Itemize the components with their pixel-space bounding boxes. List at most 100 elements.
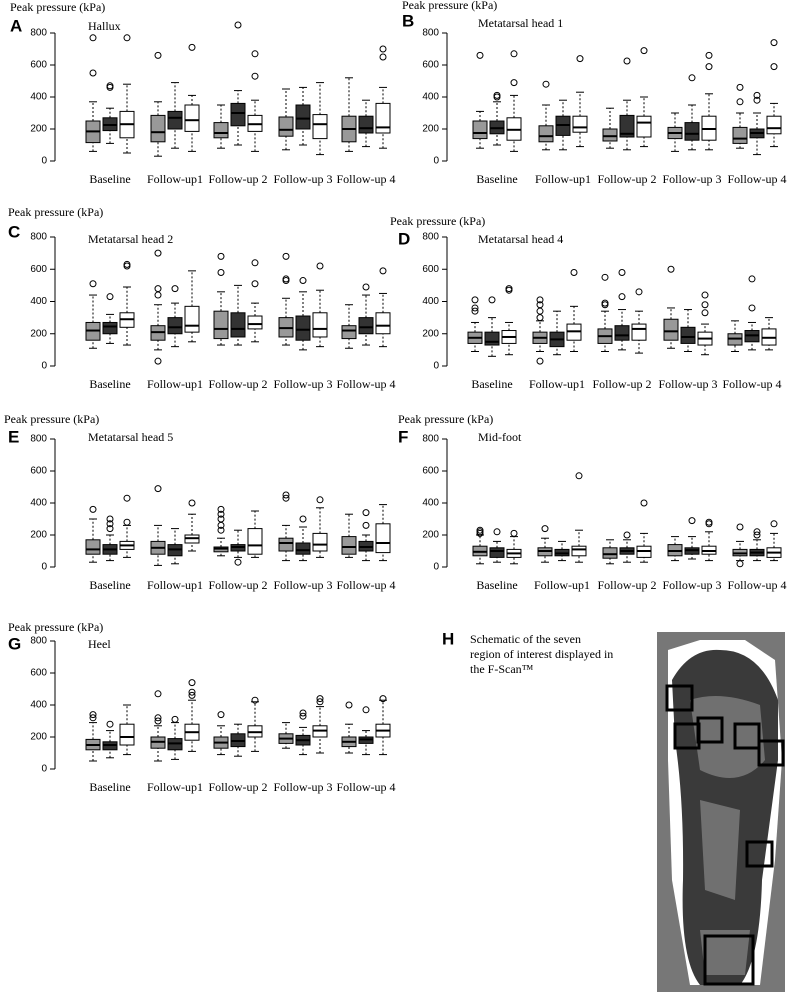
box <box>102 321 118 335</box>
y-tick-label: 600 <box>30 668 47 679</box>
outlier <box>701 301 709 309</box>
x-tick-label: Follow-up 2 <box>592 377 651 391</box>
x-tick-label: Baseline <box>89 377 130 391</box>
outlier <box>123 494 131 502</box>
y-tick-label: 800 <box>30 434 47 445</box>
outlier <box>299 709 307 717</box>
outlier <box>282 252 290 260</box>
outlier <box>736 523 744 531</box>
x-tick-label: Follow-up1 <box>535 172 591 186</box>
x-tick-label: Follow-up 4 <box>336 780 395 794</box>
panel-title: Metatarsal head 4 <box>478 232 563 246</box>
x-tick-label: Follow-up 2 <box>597 578 656 592</box>
y-tick-label: 400 <box>30 700 47 711</box>
box <box>184 104 200 132</box>
y-axis-label: Peak pressure (kPa) <box>398 412 493 426</box>
outlier <box>154 717 162 725</box>
x-tick-label: Follow-up 3 <box>273 377 332 391</box>
y-tick-label: 800 <box>422 434 439 445</box>
y-axis-label: Peak pressure (kPa) <box>8 205 103 219</box>
outlier <box>575 472 583 480</box>
box <box>602 128 618 142</box>
outlier <box>748 275 756 283</box>
y-tick-label: 600 <box>422 466 439 477</box>
outlier <box>154 51 162 59</box>
x-tick-label: Follow-up 4 <box>336 377 395 391</box>
outlier <box>362 521 370 529</box>
box <box>341 536 357 555</box>
x-tick-label: Follow-up 2 <box>208 578 267 592</box>
outlier <box>705 63 713 71</box>
box <box>484 331 500 346</box>
box <box>213 310 229 340</box>
box <box>732 126 748 144</box>
panel-title: Metatarsal head 2 <box>88 232 173 246</box>
outlier <box>570 268 578 276</box>
outlier <box>542 80 550 88</box>
box <box>631 323 647 341</box>
outlier <box>299 277 307 285</box>
x-tick-label: Follow-up 2 <box>208 172 267 186</box>
outlier <box>510 79 518 87</box>
y-axis-label: Peak pressure (kPa) <box>8 620 103 634</box>
outlier <box>251 72 259 80</box>
outlier <box>362 509 370 517</box>
outlier <box>217 252 225 260</box>
x-tick-label: Follow-up 3 <box>658 377 717 391</box>
outlier <box>736 98 744 106</box>
box <box>619 114 635 138</box>
outlier <box>89 505 97 513</box>
y-tick-label: 400 <box>422 498 439 509</box>
box <box>167 110 183 130</box>
outlier <box>217 510 225 518</box>
outlier <box>640 47 648 55</box>
y-tick-label: 400 <box>422 92 439 103</box>
outlier <box>770 63 778 71</box>
box <box>230 312 246 338</box>
box <box>278 537 294 552</box>
y-tick-label: 0 <box>41 361 47 372</box>
panel-label: A <box>10 16 22 35</box>
box <box>766 115 782 135</box>
y-axis-label: Peak pressure (kPa) <box>402 0 497 12</box>
outlier <box>234 558 242 566</box>
x-tick-label: Baseline <box>89 780 130 794</box>
box <box>167 317 183 335</box>
outlier <box>748 304 756 312</box>
box <box>571 545 587 557</box>
outlier <box>536 357 544 365</box>
outlier <box>623 531 631 539</box>
x-tick-label: Follow-up 3 <box>273 780 332 794</box>
outlier <box>217 268 225 276</box>
box <box>472 120 488 140</box>
outlier <box>701 309 709 317</box>
x-tick-label: Follow-up 3 <box>273 172 332 186</box>
y-tick-label: 600 <box>422 264 439 275</box>
x-tick-label: Baseline <box>471 377 512 391</box>
x-tick-label: Follow-up 2 <box>208 377 267 391</box>
y-tick-label: 800 <box>30 232 47 243</box>
y-tick-label: 0 <box>433 361 439 372</box>
y-tick-label: 400 <box>30 296 47 307</box>
outlier <box>471 304 479 312</box>
schematic-caption: the F-Scan™ <box>470 662 534 676</box>
x-tick-label: Baseline <box>476 172 517 186</box>
x-tick-label: Follow-up 2 <box>597 172 656 186</box>
outlier <box>188 43 196 51</box>
schematic-caption: region of interest displayed in <box>470 647 613 661</box>
outlier <box>251 696 259 704</box>
box <box>295 542 311 555</box>
outlier <box>106 515 114 523</box>
outlier <box>154 357 162 365</box>
outlier <box>510 50 518 58</box>
box <box>358 317 374 335</box>
outlier <box>154 285 162 293</box>
outlier <box>154 714 162 722</box>
outlier <box>753 91 761 99</box>
outlier <box>576 55 584 63</box>
x-tick-label: Follow-up 4 <box>336 578 395 592</box>
box <box>614 325 630 341</box>
panel-label: E <box>8 427 19 446</box>
y-tick-label: 400 <box>30 92 47 103</box>
